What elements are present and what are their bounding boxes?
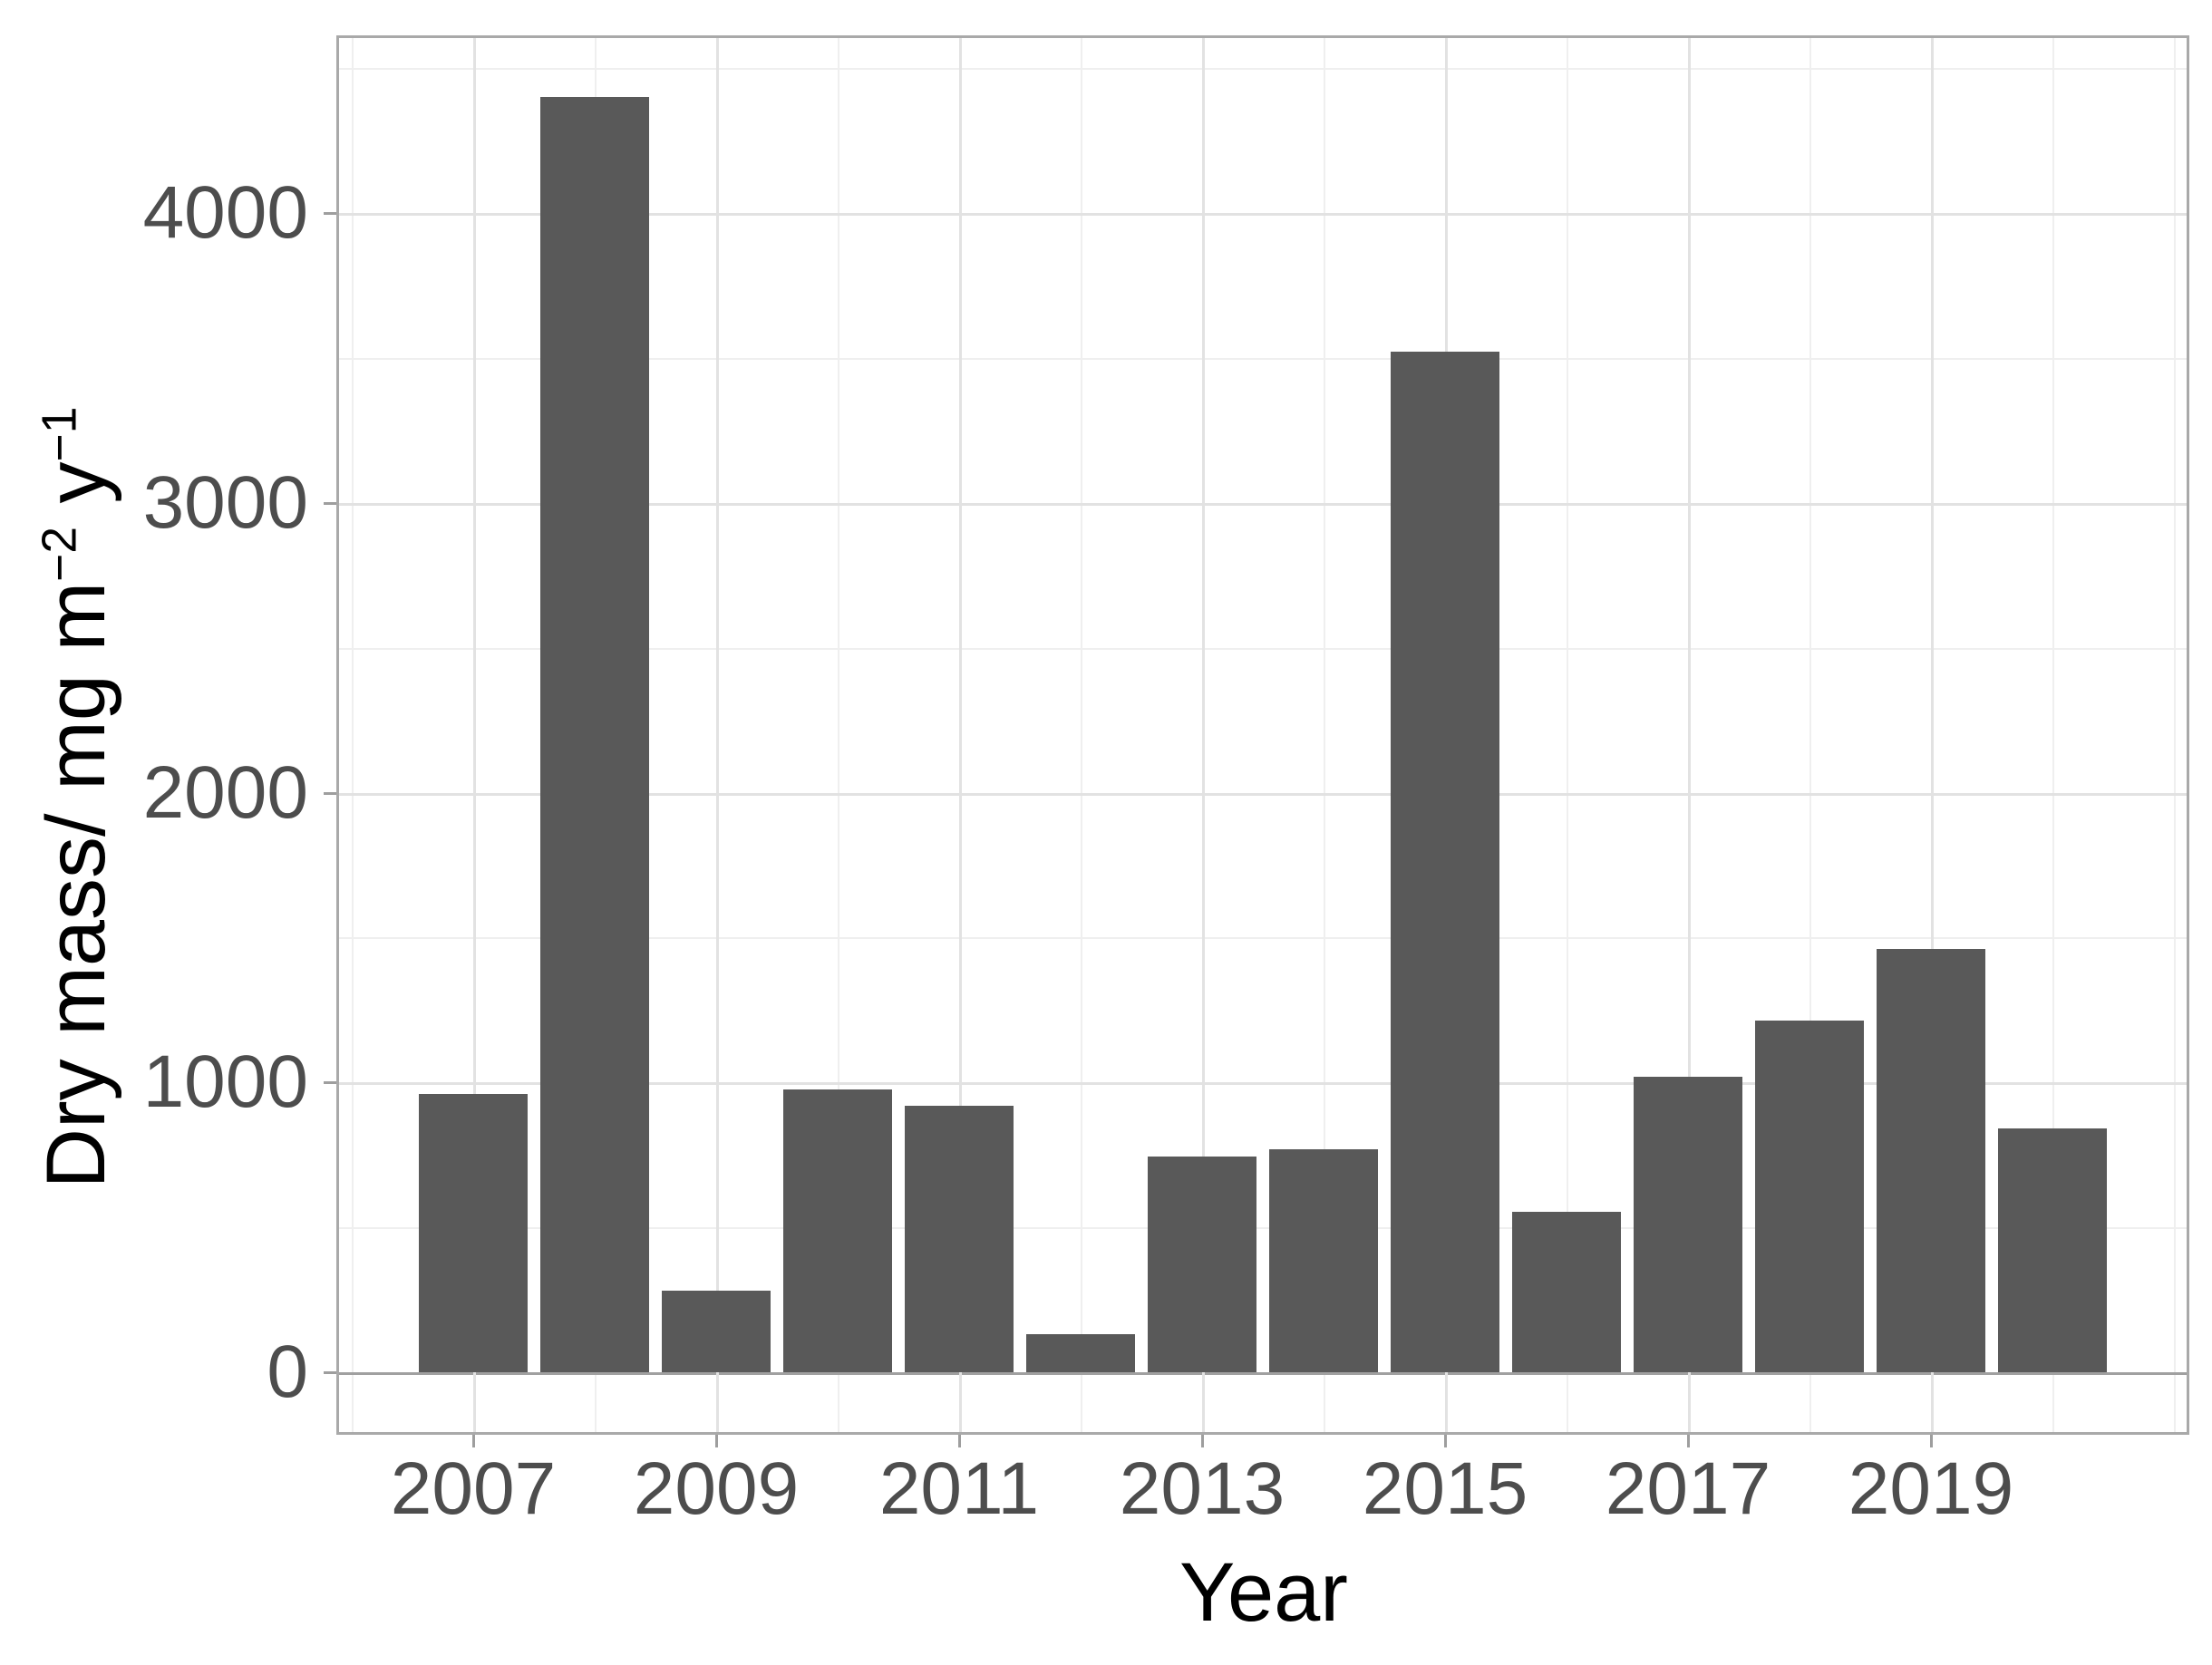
y-axis-tick <box>324 501 336 505</box>
y-axis-tick <box>324 1081 336 1085</box>
x-minor-gridline <box>352 35 354 1435</box>
x-axis-tick <box>715 1435 718 1447</box>
bar-2012 <box>1026 1334 1135 1372</box>
y-major-gridline <box>336 792 2189 796</box>
y-axis-title-text: Dry mass/ mg m <box>30 581 122 1189</box>
x-major-gridline <box>1688 35 1691 1435</box>
y-tick-label: 0 <box>267 1331 308 1413</box>
bar-2016 <box>1512 1211 1621 1372</box>
x-minor-gridline <box>2052 35 2054 1435</box>
bar-2008 <box>540 97 649 1372</box>
bar-2010 <box>783 1089 892 1372</box>
y-axis-title: Dry mass/ mg m−2 y−1 <box>30 406 122 1189</box>
bar-2014 <box>1269 1148 1378 1372</box>
bar-2017 <box>1634 1076 1742 1372</box>
y-major-gridline <box>336 1082 2189 1086</box>
y-axis-title-superscript-2: −1 <box>33 406 87 462</box>
x-major-gridline <box>959 35 962 1435</box>
y-axis-tick <box>324 212 336 215</box>
x-tick-label: 2011 <box>878 1447 1040 1530</box>
y-tick-label: 4000 <box>142 171 308 254</box>
x-axis-tick <box>1687 1435 1690 1447</box>
x-axis-tick <box>1930 1435 1933 1447</box>
y-axis-title-superscript-1: −2 <box>33 527 87 582</box>
y-tick-label: 2000 <box>142 750 308 834</box>
x-tick-label: 2007 <box>390 1447 557 1530</box>
bar-2018 <box>1755 1020 1864 1372</box>
y-major-gridline <box>336 502 2189 506</box>
x-minor-gridline <box>2174 35 2176 1435</box>
x-major-gridline <box>473 35 476 1435</box>
x-tick-label: 2019 <box>1848 1447 2014 1530</box>
x-axis-title: Year <box>1179 1546 1348 1639</box>
x-axis-tick <box>1201 1435 1204 1447</box>
x-minor-gridline <box>1567 35 1568 1435</box>
y-minor-gridline <box>336 647 2189 650</box>
y-minor-gridline <box>336 68 2189 71</box>
x-major-gridline <box>716 35 719 1435</box>
bar-2011 <box>905 1105 1014 1372</box>
y-major-gridline <box>336 213 2189 216</box>
x-tick-label: 2017 <box>1605 1447 1771 1530</box>
bar-2013 <box>1148 1156 1256 1372</box>
y-minor-gridline <box>336 357 2189 360</box>
y-minor-gridline <box>336 1227 2189 1230</box>
x-minor-gridline <box>1081 35 1082 1435</box>
y-major-gridline <box>336 1372 2189 1375</box>
bar-2019 <box>1877 949 1985 1372</box>
x-tick-label: 2009 <box>633 1447 800 1530</box>
x-axis-tick <box>1444 1435 1447 1447</box>
y-axis-tick <box>324 791 336 795</box>
x-tick-label: 2015 <box>1362 1447 1528 1530</box>
bar-2015 <box>1391 352 1499 1372</box>
x-minor-gridline <box>1809 35 1811 1435</box>
x-major-gridline <box>1931 35 1934 1435</box>
x-tick-label: 2013 <box>1119 1447 1285 1530</box>
bar-2007 <box>419 1094 528 1372</box>
bar-2009 <box>662 1291 771 1372</box>
y-tick-label: 1000 <box>142 1041 308 1124</box>
x-minor-gridline <box>838 35 839 1435</box>
y-minor-gridline <box>336 937 2189 940</box>
x-minor-gridline <box>1324 35 1325 1435</box>
bar-2020 <box>1998 1128 2107 1372</box>
y-axis-tick <box>324 1371 336 1374</box>
x-axis-tick <box>472 1435 475 1447</box>
plot-panel <box>336 35 2189 1435</box>
x-major-gridline <box>1202 35 1205 1435</box>
y-tick-label: 3000 <box>142 460 308 544</box>
x-axis-tick <box>958 1435 961 1447</box>
y-axis-title-text-2: y <box>30 461 122 527</box>
